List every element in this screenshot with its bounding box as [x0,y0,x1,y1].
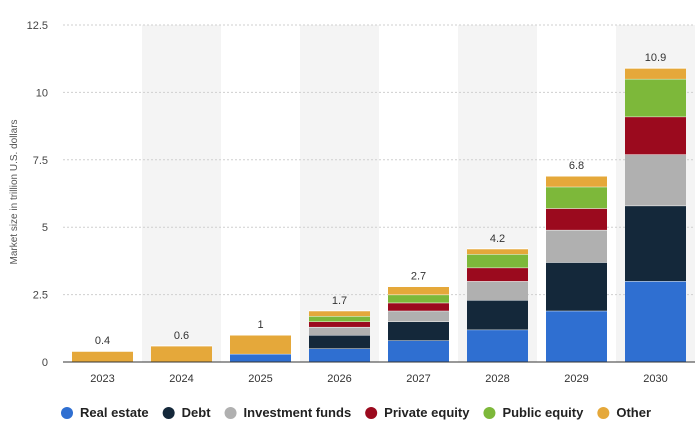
bar-2029-real-estate [546,310,607,362]
bar-2026-other [309,310,370,317]
legend-label: Public equity [502,405,584,420]
bar-2026-debt [309,335,370,349]
grid-lines [63,24,695,296]
x-axis-ticks: 2023 2024 2025 2026 2027 2028 2029 2030 [90,373,667,385]
legend-marker [483,407,496,419]
bar-2023-other [72,351,133,362]
bar-2030-investment-funds [625,154,686,206]
bar-total-labels: 0.4 0.6 1 1.7 2.7 4.2 6.8 10.9 [95,52,666,347]
y-tick-label: 0 [42,357,48,369]
bar-2030-private-equity [625,116,686,155]
bar-2029-investment-funds [546,229,607,263]
bar-2030-debt [625,205,686,282]
bar-2029-other [546,175,607,187]
x-tick-label: 2029 [564,373,588,385]
bar-total-label: 6.8 [569,160,584,172]
bar-total-label: 1.7 [332,295,347,307]
bar-2027-investment-funds [388,310,449,322]
legend-label: Real estate [80,405,149,420]
bar-2030-public-equity [625,78,686,117]
y-tick-label: 12.5 [27,20,48,32]
x-tick-label: 2028 [485,373,509,385]
legend-marker [365,407,378,419]
x-tick-label: 2025 [248,373,272,385]
band-2024 [142,25,221,362]
bars [72,67,686,362]
band-2026 [300,25,379,362]
x-tick-label: 2024 [169,373,193,385]
bar-total-label: 0.4 [95,335,110,347]
bar-2027-debt [388,321,449,341]
bar-2026-private-equity [309,321,370,327]
x-tick-label: 2026 [327,373,351,385]
legend-label: Investment funds [244,405,352,420]
bar-2026-real-estate [309,348,370,362]
x-tick-label: 2027 [406,373,430,385]
bar-2027-public-equity [388,294,449,303]
legend: Real estate Debt Investment funds Private e… [61,405,651,420]
x-tick-label: 2023 [90,373,114,385]
y-axis-ticks: 0 2.5 5 7.5 10 12.5 [27,20,48,369]
bar-total-label: 4.2 [490,233,505,245]
bar-2027-private-equity [388,302,449,311]
bar-total-label: 10.9 [645,52,666,64]
y-tick-label: 7.5 [33,155,48,167]
bar-2030-real-estate [625,281,686,362]
bar-2027-other [388,286,449,295]
bar-2028-real-estate [467,329,528,362]
legend-marker [224,407,237,419]
legend-label: Private equity [384,405,470,420]
legend-label: Other [616,405,651,420]
bar-2025-real-estate [230,353,291,362]
legend-label: Debt [182,405,212,420]
y-tick-label: 10 [36,87,48,99]
bar-2028-private-equity [467,267,528,282]
bar-2029-public-equity [546,186,607,209]
legend-marker [162,407,175,419]
bar-2028-public-equity [467,254,528,268]
y-axis-label: Market size in trillion U.S. dollars [9,119,20,264]
bar-total-label: 1 [257,319,263,331]
bar-2028-other [467,248,528,255]
y-tick-label: 2.5 [33,290,48,302]
bar-2025-other [230,335,291,354]
bar-2026-investment-funds [309,326,370,336]
bar-2027-real-estate [388,340,449,362]
bar-2026-public-equity [309,316,370,322]
bar-2029-private-equity [546,208,607,230]
bar-total-label: 0.6 [174,330,189,342]
legend-marker [597,407,610,419]
bar-2028-debt [467,299,528,330]
bar-2028-investment-funds [467,281,528,300]
bar-2024-other [151,345,212,362]
bar-total-label: 2.7 [411,271,426,283]
bar-2030-other [625,68,686,79]
y-tick-label: 5 [42,222,48,234]
x-tick-label: 2030 [643,373,667,385]
bar-2029-debt [546,262,607,311]
legend-marker [61,407,73,419]
